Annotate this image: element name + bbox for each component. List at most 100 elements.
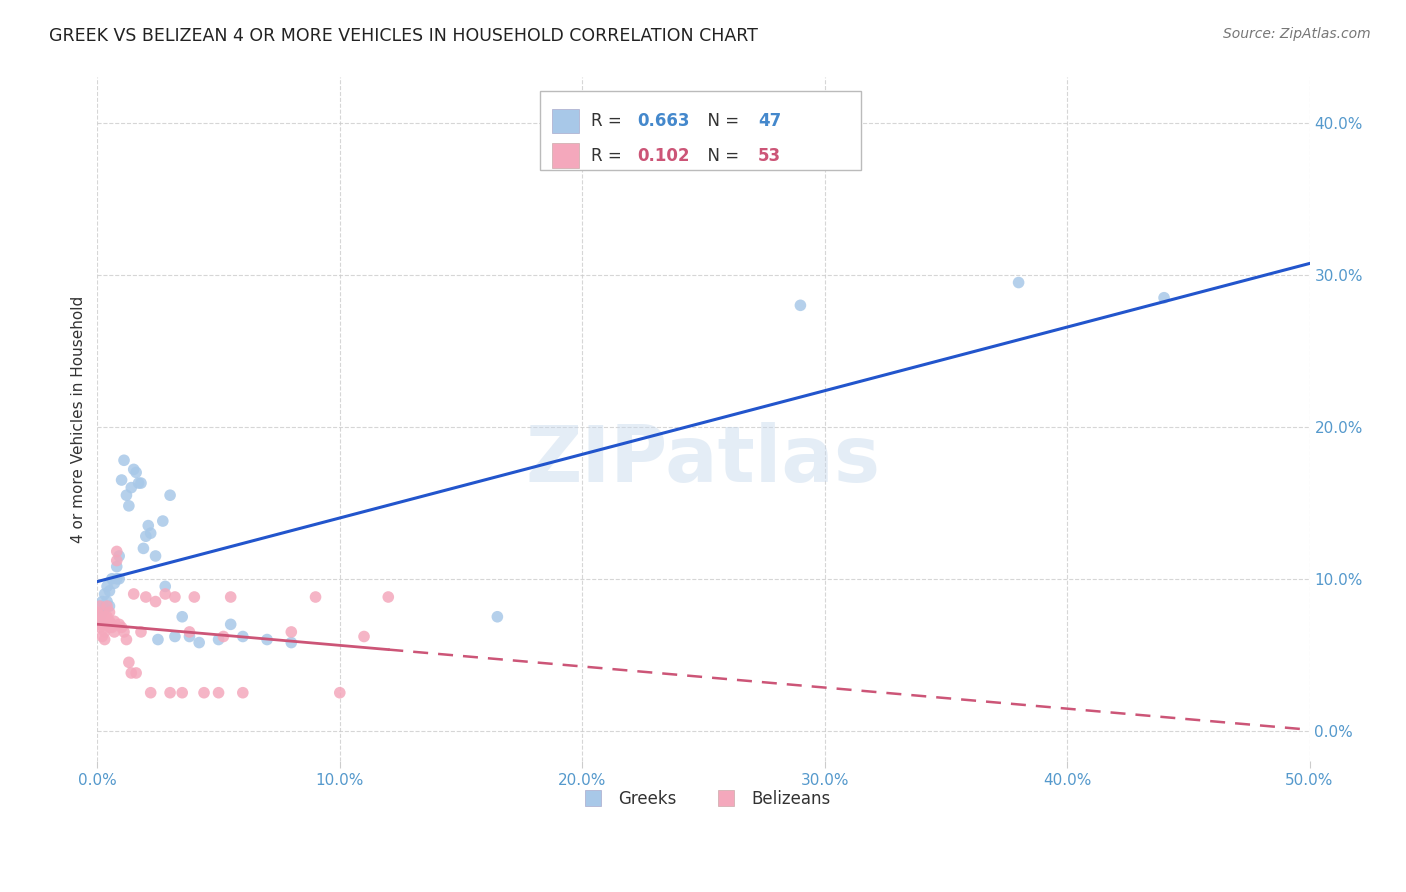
Point xyxy=(105,559,128,574)
Point xyxy=(232,686,254,700)
Point xyxy=(353,630,375,644)
Point xyxy=(98,615,121,629)
Point xyxy=(101,572,124,586)
Point xyxy=(93,602,115,616)
Point xyxy=(96,594,118,608)
Point xyxy=(280,635,302,649)
Point xyxy=(105,544,128,558)
Point xyxy=(110,620,132,634)
Point xyxy=(207,632,229,647)
Point xyxy=(145,594,167,608)
Text: R =: R = xyxy=(591,146,627,165)
FancyBboxPatch shape xyxy=(553,144,579,168)
Point xyxy=(128,476,150,491)
Point xyxy=(139,526,162,541)
Point xyxy=(155,587,177,601)
Point xyxy=(377,590,399,604)
Point xyxy=(193,686,215,700)
Point xyxy=(93,587,115,601)
Point xyxy=(163,590,186,604)
Point xyxy=(135,529,157,543)
Point xyxy=(86,605,108,619)
Point xyxy=(125,466,148,480)
Point xyxy=(108,549,131,563)
Legend: Greeks, Belizeans: Greeks, Belizeans xyxy=(569,783,837,814)
Point xyxy=(98,599,121,614)
Point xyxy=(91,630,114,644)
Point xyxy=(103,615,125,629)
Text: R =: R = xyxy=(591,112,627,130)
Point xyxy=(1153,291,1175,305)
Point xyxy=(89,599,111,614)
Point xyxy=(129,476,152,491)
Point xyxy=(256,632,278,647)
Point xyxy=(789,298,811,312)
Point xyxy=(89,620,111,634)
Point xyxy=(136,518,159,533)
Point xyxy=(93,609,115,624)
Point xyxy=(118,499,141,513)
Point xyxy=(232,630,254,644)
Y-axis label: 4 or more Vehicles in Household: 4 or more Vehicles in Household xyxy=(72,295,86,543)
Point xyxy=(89,609,111,624)
Point xyxy=(155,579,177,593)
Point xyxy=(89,599,111,614)
Point xyxy=(118,656,141,670)
Point xyxy=(145,549,167,563)
Point xyxy=(188,635,211,649)
Point xyxy=(110,473,132,487)
Point xyxy=(122,462,145,476)
Text: 0.663: 0.663 xyxy=(637,112,689,130)
Point xyxy=(1007,276,1029,290)
Point xyxy=(101,617,124,632)
Point xyxy=(122,587,145,601)
Point xyxy=(108,572,131,586)
Point xyxy=(179,624,201,639)
Text: 47: 47 xyxy=(758,112,782,130)
FancyBboxPatch shape xyxy=(540,91,860,169)
Point xyxy=(129,624,152,639)
Point xyxy=(93,632,115,647)
Point xyxy=(135,590,157,604)
Text: GREEK VS BELIZEAN 4 OR MORE VEHICLES IN HOUSEHOLD CORRELATION CHART: GREEK VS BELIZEAN 4 OR MORE VEHICLES IN … xyxy=(49,27,758,45)
Point xyxy=(207,686,229,700)
Point xyxy=(159,686,181,700)
Text: Source: ZipAtlas.com: Source: ZipAtlas.com xyxy=(1223,27,1371,41)
Point xyxy=(183,590,205,604)
Text: N =: N = xyxy=(697,146,745,165)
Point xyxy=(105,553,128,567)
Point xyxy=(179,630,201,644)
Point xyxy=(219,617,242,632)
Point xyxy=(115,488,138,502)
Point xyxy=(91,605,114,619)
Point xyxy=(101,620,124,634)
Text: N =: N = xyxy=(697,112,745,130)
Point xyxy=(139,686,162,700)
Point xyxy=(212,630,235,644)
Point xyxy=(486,609,509,624)
Point xyxy=(89,608,111,623)
Point xyxy=(146,632,169,647)
Point xyxy=(89,615,111,629)
Point xyxy=(120,481,142,495)
Point xyxy=(108,617,131,632)
Point xyxy=(103,576,125,591)
Point xyxy=(115,632,138,647)
Point xyxy=(91,594,114,608)
FancyBboxPatch shape xyxy=(553,109,579,133)
Point xyxy=(163,630,186,644)
Text: 53: 53 xyxy=(758,146,782,165)
Point xyxy=(91,615,114,629)
Point xyxy=(132,541,155,556)
Point xyxy=(112,624,135,639)
Point xyxy=(98,620,121,634)
Point xyxy=(86,617,108,632)
Point xyxy=(172,609,194,624)
Point xyxy=(112,453,135,467)
Point xyxy=(93,624,115,639)
Point xyxy=(91,617,114,632)
Point xyxy=(93,617,115,632)
Point xyxy=(329,686,352,700)
Point xyxy=(152,514,174,528)
Point xyxy=(219,590,242,604)
